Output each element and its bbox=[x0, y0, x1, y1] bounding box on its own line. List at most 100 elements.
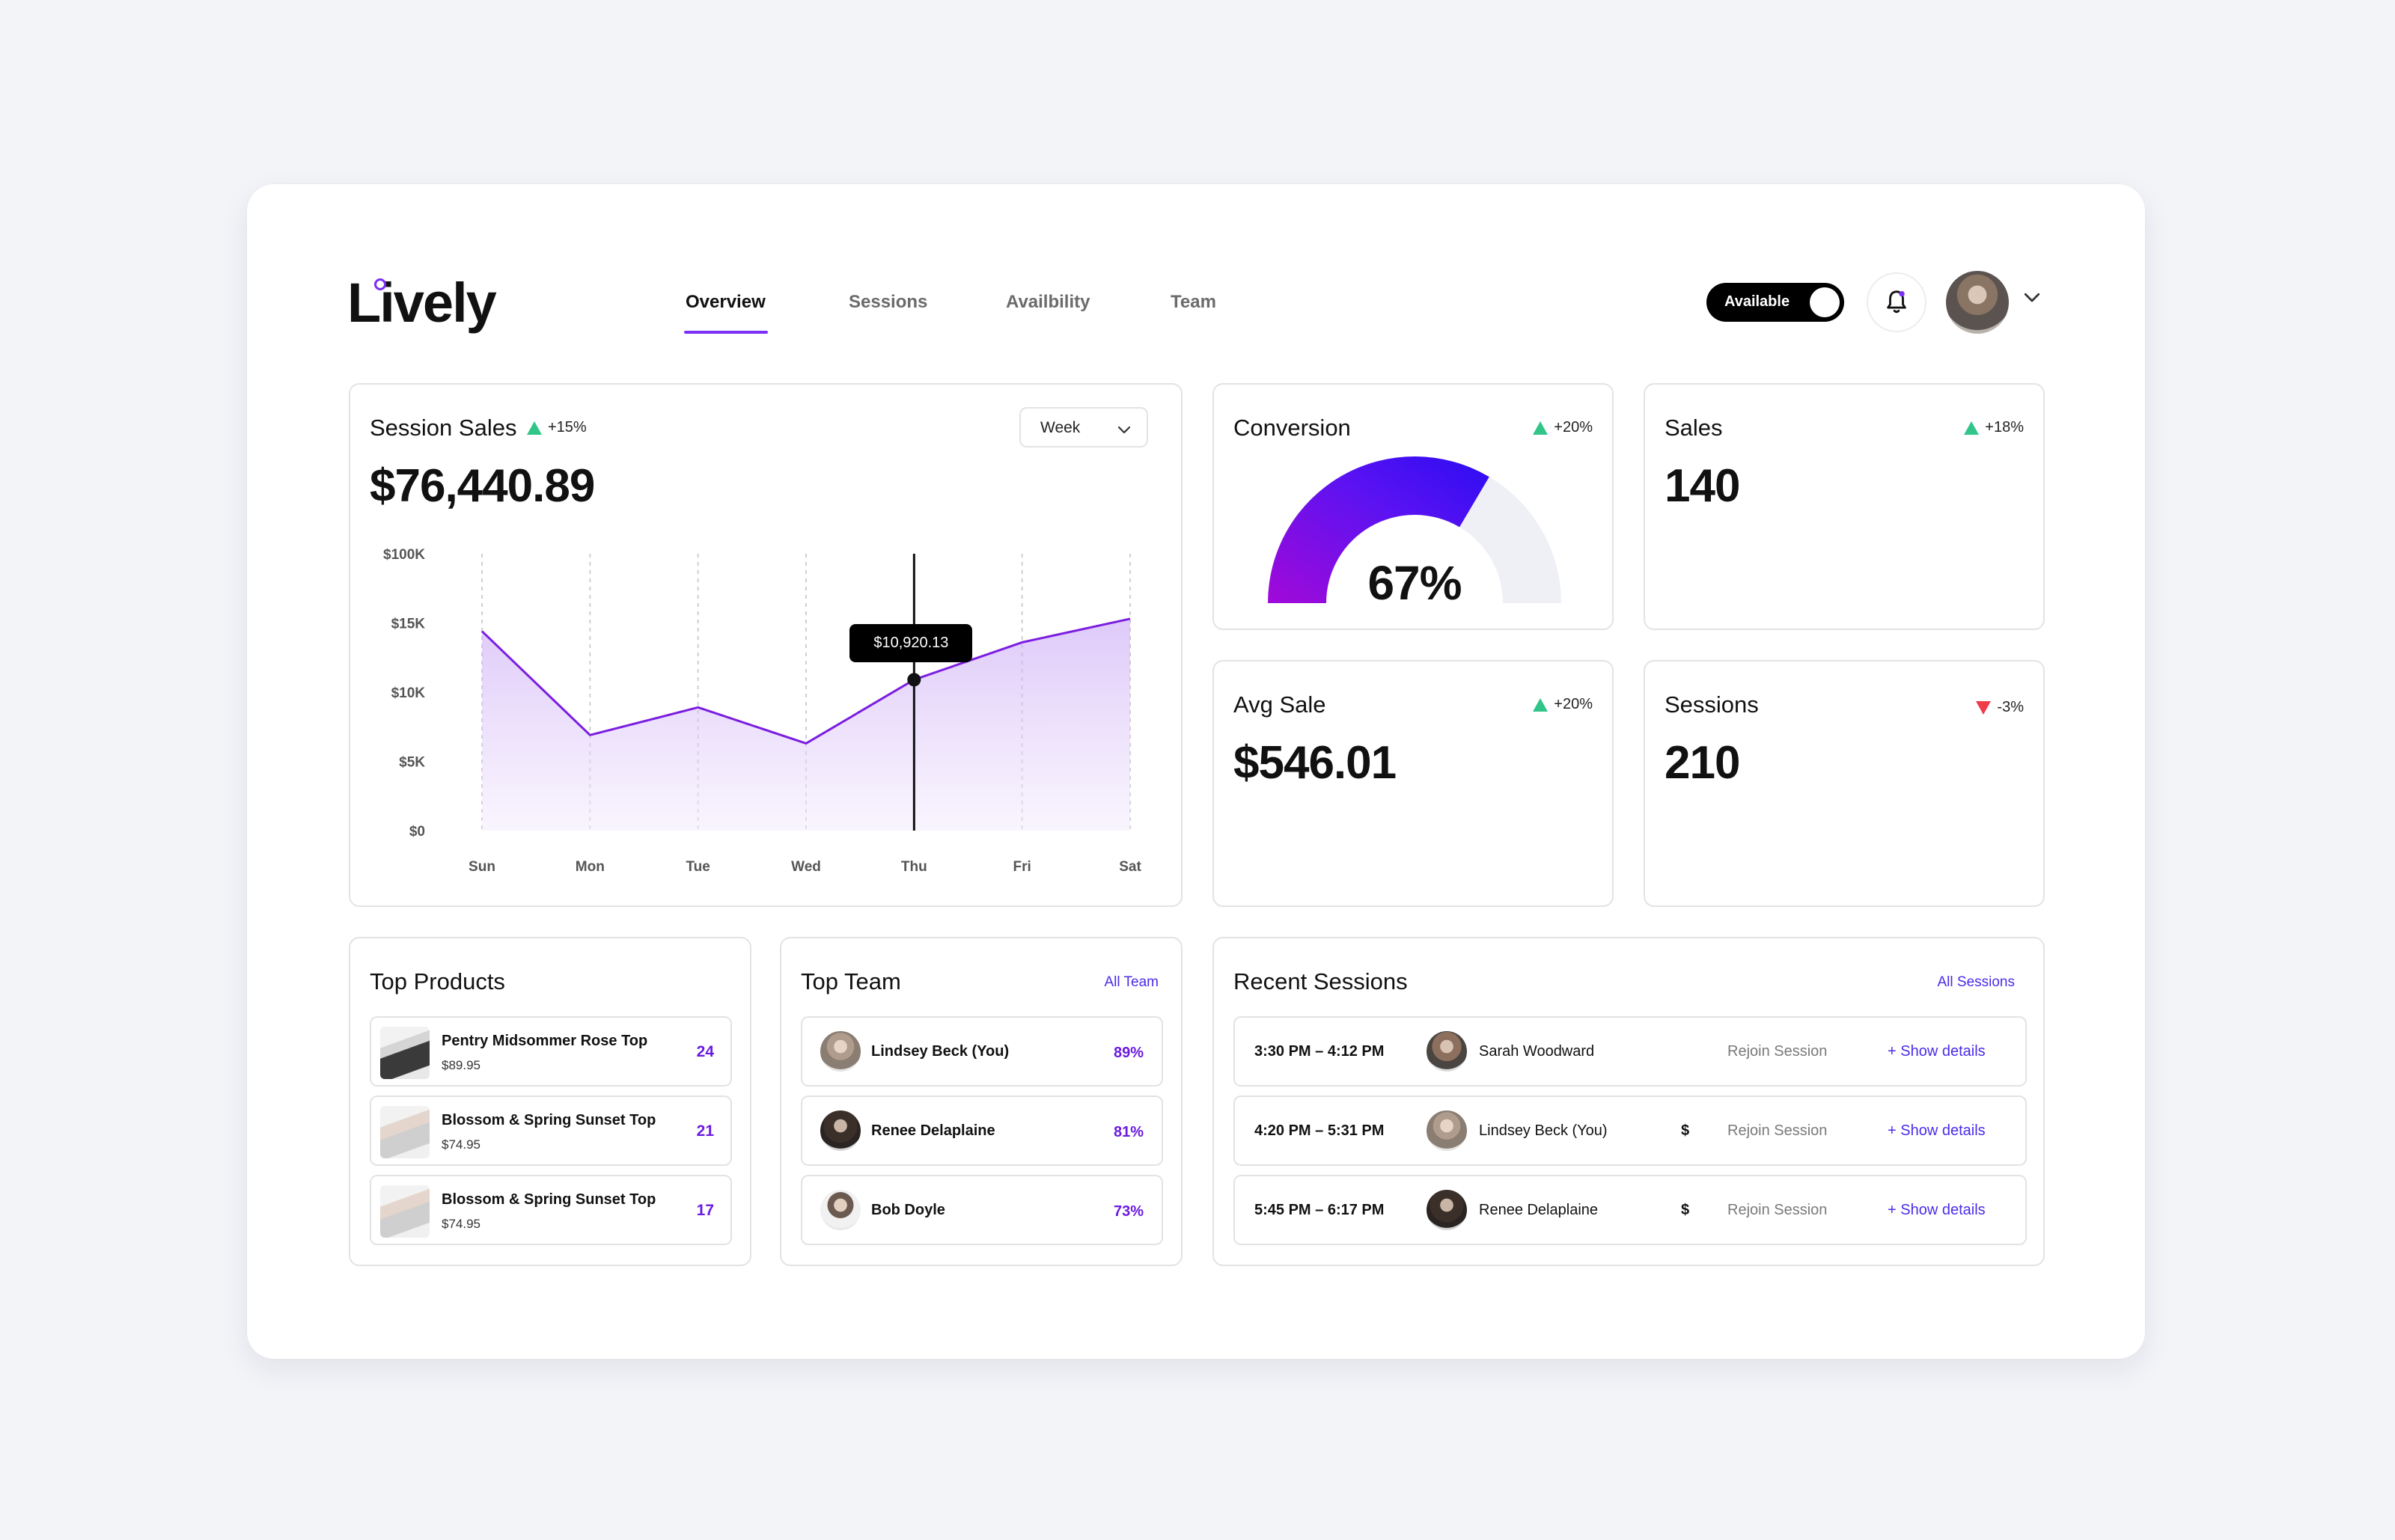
team-member-name: Renee Delaplaine bbox=[871, 1122, 995, 1139]
avatar bbox=[1427, 1190, 1467, 1230]
list-item[interactable]: Renee Delaplaine 81% bbox=[801, 1096, 1163, 1166]
sessions-value: 210 bbox=[1665, 737, 1740, 789]
team-member-name: Lindsey Beck (You) bbox=[871, 1043, 1010, 1060]
sessions-delta-value: -3% bbox=[1997, 699, 2024, 715]
rejoin-session-button[interactable]: Rejoin Session bbox=[1727, 1043, 1828, 1060]
notifications-button[interactable] bbox=[1867, 272, 1926, 332]
rejoin-session-button[interactable]: Rejoin Session bbox=[1727, 1122, 1828, 1139]
recent-sessions-title: Recent Sessions bbox=[1233, 968, 1408, 994]
sales-delta: +18% bbox=[1964, 419, 2024, 436]
session-sales-value: $76,440.89 bbox=[370, 460, 595, 512]
avg-sale-value: $546.01 bbox=[1233, 737, 1397, 789]
avatar bbox=[820, 1031, 861, 1072]
period-select-value: Week bbox=[1040, 419, 1081, 436]
app-logo[interactable]: Lively bbox=[347, 272, 497, 334]
conversion-title: Conversion bbox=[1233, 415, 1351, 441]
show-details-link[interactable]: + Show details bbox=[1888, 1202, 1986, 1218]
team-member-pct: 81% bbox=[1113, 1124, 1144, 1140]
product-thumbnail bbox=[380, 1106, 430, 1158]
team-member-pct: 89% bbox=[1113, 1045, 1144, 1061]
avg-sale-delta-value: +20% bbox=[1554, 696, 1593, 712]
all-sessions-link[interactable]: All Sessions bbox=[1937, 974, 2016, 990]
sessions-title: Sessions bbox=[1665, 691, 1759, 718]
tab-availability[interactable]: Availbility bbox=[1006, 292, 1090, 312]
x-tick-label: Wed bbox=[791, 859, 821, 875]
list-item[interactable]: Lindsey Beck (You) 89% bbox=[801, 1016, 1163, 1087]
tab-team[interactable]: Team bbox=[1171, 292, 1216, 312]
avg-sale-title: Avg Sale bbox=[1233, 691, 1326, 718]
product-thumbnail bbox=[380, 1027, 430, 1079]
availability-toggle[interactable]: Available bbox=[1706, 283, 1844, 322]
all-team-link[interactable]: All Team bbox=[1104, 974, 1159, 990]
table-row: 5:45 PM – 6:17 PM Renee Delaplaine $ Rej… bbox=[1233, 1175, 2027, 1245]
list-item[interactable]: Blossom & Spring Sunset Top $74.95 17 bbox=[370, 1175, 732, 1245]
table-row: 3:30 PM – 4:12 PM Sarah Woodward Rejoin … bbox=[1233, 1016, 2027, 1087]
y-tick-label: $15K bbox=[391, 617, 426, 632]
x-tick-label: Sat bbox=[1119, 859, 1141, 875]
period-select[interactable]: Week bbox=[1019, 407, 1148, 447]
tab-sessions[interactable]: Sessions bbox=[849, 292, 928, 312]
conversion-delta: +20% bbox=[1533, 419, 1593, 436]
y-tick-label: $0 bbox=[409, 824, 425, 840]
avatar bbox=[820, 1190, 861, 1230]
session-time: 5:45 PM – 6:17 PM bbox=[1254, 1202, 1385, 1218]
app-window: Lively Overview Sessions Availbility Tea… bbox=[247, 184, 2145, 1359]
sales-value: 140 bbox=[1665, 460, 1740, 512]
list-item[interactable]: Pentry Midsommer Rose Top $89.95 24 bbox=[370, 1016, 732, 1087]
session-host: Sarah Woodward bbox=[1479, 1043, 1595, 1060]
top-team-card: Top Team All Team Lindsey Beck (You) 89%… bbox=[780, 937, 1183, 1266]
x-tick-label: Thu bbox=[901, 859, 927, 875]
show-details-link[interactable]: + Show details bbox=[1888, 1122, 1986, 1139]
y-tick-label: $10K bbox=[391, 685, 426, 701]
team-member-pct: 73% bbox=[1113, 1203, 1144, 1220]
list-item[interactable]: Blossom & Spring Sunset Top $74.95 21 bbox=[370, 1096, 732, 1166]
session-purchase-indicator: $ bbox=[1681, 1122, 1690, 1139]
conversion-value: 67% bbox=[1367, 556, 1462, 610]
list-item[interactable]: Bob Doyle 73% bbox=[801, 1175, 1163, 1245]
session-purchase-indicator: $ bbox=[1681, 1202, 1690, 1218]
conversion-gauge bbox=[1268, 456, 1561, 603]
trend-down-icon bbox=[1976, 700, 1992, 715]
chevron-down-icon[interactable] bbox=[2021, 286, 2043, 308]
bell-icon bbox=[1887, 290, 1906, 314]
product-name: Pentry Midsommer Rose Top bbox=[442, 1033, 648, 1049]
product-count: 24 bbox=[696, 1043, 714, 1060]
session-host: Lindsey Beck (You) bbox=[1479, 1122, 1608, 1139]
rejoin-session-button[interactable]: Rejoin Session bbox=[1727, 1202, 1828, 1218]
y-tick-label: $5K bbox=[399, 755, 425, 771]
product-count: 17 bbox=[696, 1202, 714, 1219]
avatar bbox=[1427, 1031, 1467, 1072]
x-tick-label: Mon bbox=[576, 859, 605, 875]
product-name: Blossom & Spring Sunset Top bbox=[442, 1191, 656, 1208]
y-tick-label: $100K bbox=[383, 547, 425, 563]
sales-card: Sales +18% 140 bbox=[1644, 383, 2045, 630]
series-line bbox=[480, 617, 1131, 745]
highlight-point bbox=[907, 673, 921, 687]
sales-title: Sales bbox=[1665, 415, 1723, 441]
top-products-card: Top Products Pentry Midsommer Rose Top $… bbox=[349, 937, 751, 1266]
chevron-down-icon bbox=[1117, 426, 1131, 434]
user-avatar[interactable] bbox=[1946, 271, 2009, 334]
session-time: 3:30 PM – 4:12 PM bbox=[1254, 1043, 1385, 1060]
top-team-title: Top Team bbox=[801, 968, 901, 994]
trend-up-icon bbox=[1533, 421, 1549, 435]
trend-up-icon bbox=[527, 421, 542, 435]
product-thumbnail bbox=[380, 1185, 430, 1238]
session-sales-card: Session Sales +15% $76,440.89 Week $0 $5K… bbox=[349, 383, 1183, 907]
active-tab-indicator bbox=[684, 331, 768, 334]
avg-sale-delta: +20% bbox=[1533, 696, 1593, 713]
product-price: $74.95 bbox=[442, 1137, 480, 1152]
tab-overview[interactable]: Overview bbox=[686, 292, 766, 312]
trend-up-icon bbox=[1964, 421, 1980, 435]
session-sales-chart: $0 $5K $10K $15K $100K Sun Mon Tue Wed Thu Fri Sat bbox=[383, 547, 1141, 875]
show-details-link[interactable]: + Show details bbox=[1888, 1043, 1986, 1060]
session-sales-title: Session Sales bbox=[370, 415, 517, 441]
avg-sale-card: Avg Sale +20% $546.01 bbox=[1212, 660, 1614, 907]
product-price: $89.95 bbox=[442, 1058, 480, 1072]
session-host: Renee Delaplaine bbox=[1479, 1202, 1599, 1218]
product-count: 21 bbox=[696, 1122, 714, 1140]
x-tick-label: Sun bbox=[469, 859, 495, 875]
table-row: 4:20 PM – 5:31 PM Lindsey Beck (You) $ R… bbox=[1233, 1096, 2027, 1166]
recent-sessions-card: Recent Sessions All Sessions 3:30 PM – 4… bbox=[1212, 937, 2045, 1266]
avatar bbox=[820, 1110, 861, 1151]
